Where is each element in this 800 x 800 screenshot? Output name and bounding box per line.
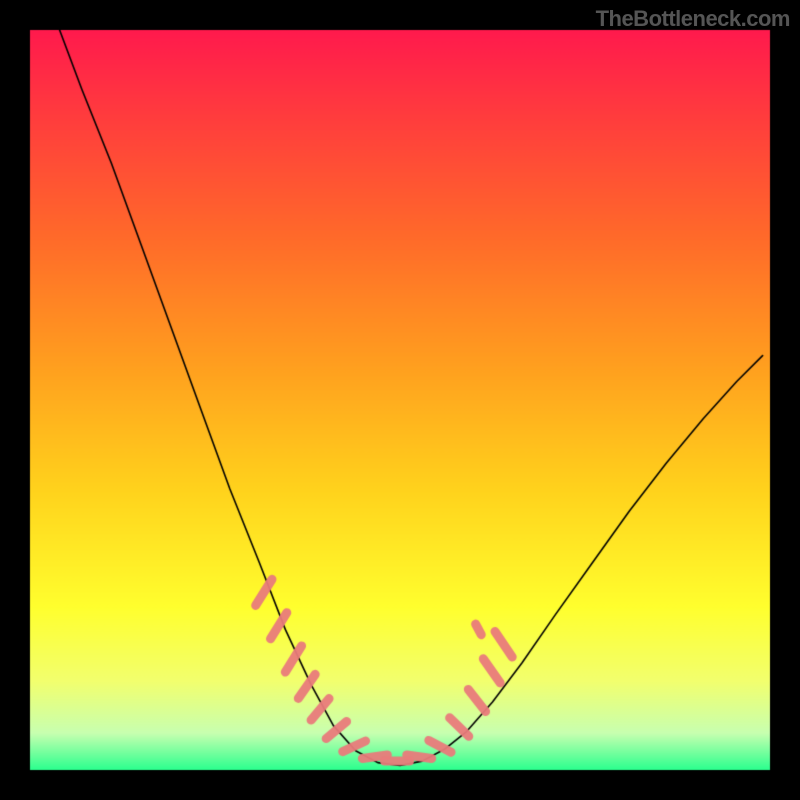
chart-stage: TheBottleneck.com: [0, 0, 800, 800]
bottleneck-chart-canvas: [0, 0, 800, 800]
watermark-text: TheBottleneck.com: [596, 6, 790, 32]
